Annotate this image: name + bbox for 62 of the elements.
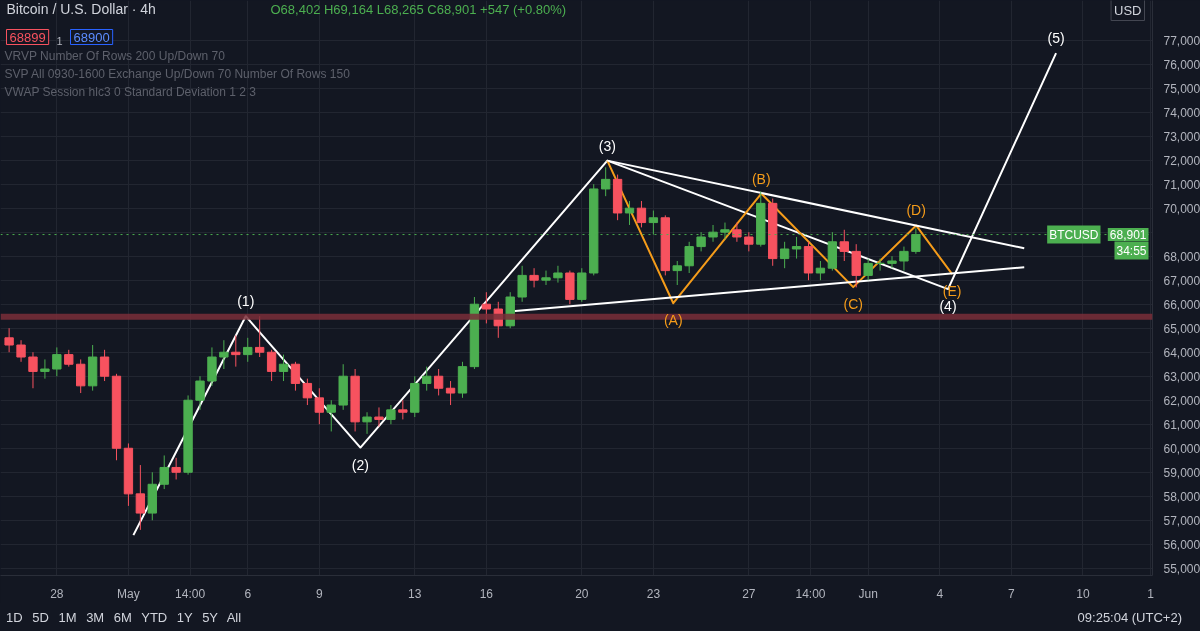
x-tick-label: 13: [408, 586, 422, 601]
y-tick-label: 63,000: [1163, 369, 1200, 384]
x-tick-label: 1: [1147, 586, 1155, 601]
annotation: 34:55: [1116, 243, 1147, 258]
annotation: (5): [1047, 30, 1065, 47]
y-tick-label: 59,000: [1163, 465, 1200, 480]
annotation: (B): [751, 170, 771, 187]
y-tick-label: 56,000: [1163, 537, 1200, 552]
annotation: (2): [351, 456, 369, 473]
x-tick-label: May: [117, 586, 140, 601]
x-tick-label: 28: [50, 586, 64, 601]
x-tick-label: 4: [936, 586, 944, 601]
y-tick-label: 72,000: [1163, 153, 1200, 168]
annotation: (E): [942, 283, 962, 300]
y-tick-label: 55,000: [1163, 561, 1200, 576]
y-tick-label: 70,000: [1163, 201, 1200, 216]
annotation: (3): [598, 137, 616, 154]
text: 09:25:04 (UTC+2): [1077, 609, 1182, 627]
x-tick-label: 23: [646, 586, 661, 601]
y-tick-label: 65,000: [1163, 321, 1200, 336]
x-tick-label: 16: [479, 586, 494, 601]
annotation: BTCUSD: [1049, 227, 1099, 242]
chart-subtitle: O68,402 H69,164 L68,265 C68,901 +547 (+0.80%): [270, 1, 567, 17]
y-tick-label: 74,000: [1163, 105, 1200, 120]
annotation: 68900: [73, 29, 110, 45]
x-tick-label: 14:00: [175, 586, 206, 601]
y-tick-label: 77,000: [1163, 33, 1200, 48]
y-tick-label: 61,000: [1163, 417, 1200, 432]
annotation: (C): [843, 296, 863, 313]
y-tick-label: 67,000: [1163, 273, 1200, 288]
y-tick-label: 64,000: [1163, 345, 1200, 360]
annotation: USD: [1114, 2, 1142, 18]
y-tick-label: 76,000: [1163, 57, 1200, 72]
y-tick-label: 68,000: [1163, 249, 1200, 264]
annotation: SVP All 0930-1600 Exchange Up/Down 70 Number Of Rows 150: [4, 66, 351, 81]
annotation: (1): [237, 293, 255, 310]
x-tick-label: 7: [1007, 586, 1015, 601]
x-tick-label: 6: [244, 586, 252, 601]
y-tick-label: 71,000: [1163, 177, 1200, 192]
annotation: 68899: [9, 29, 46, 45]
x-tick-label: 14:00: [795, 586, 826, 601]
y-tick-label: 58,000: [1163, 489, 1200, 504]
annotation: (A): [663, 312, 683, 329]
y-tick-label: 60,000: [1163, 441, 1200, 456]
annotation: VWAP Session hlc3 0 Standard Deviation 1 2 3: [4, 84, 257, 99]
y-tick-label: 66,000: [1163, 297, 1200, 312]
x-tick-label: 9: [315, 586, 323, 601]
annotation: 1: [56, 34, 63, 47]
y-tick-label: 57,000: [1163, 513, 1200, 528]
text: 1D 5D 1M 3M 6M YTD 1Y 5Y All: [6, 609, 242, 627]
x-tick-label: 27: [742, 586, 756, 601]
x-tick-label: 10: [1076, 586, 1090, 601]
x-tick-label: Jun: [858, 586, 878, 601]
annotation: (4): [939, 298, 957, 315]
chart-title: Bitcoin / U.S. Dollar · 4h: [6, 0, 156, 17]
y-tick-label: 62,000: [1163, 393, 1200, 408]
x-tick-label: 20: [575, 586, 589, 601]
ref-line-label: 68,901: [1109, 228, 1147, 243]
annotation: (D): [906, 202, 926, 219]
y-tick-label: 73,000: [1163, 129, 1200, 144]
y-tick-label: 75,000: [1163, 81, 1200, 96]
annotation: VRVP Number Of Rows 200 Up/Down 70: [4, 48, 226, 63]
